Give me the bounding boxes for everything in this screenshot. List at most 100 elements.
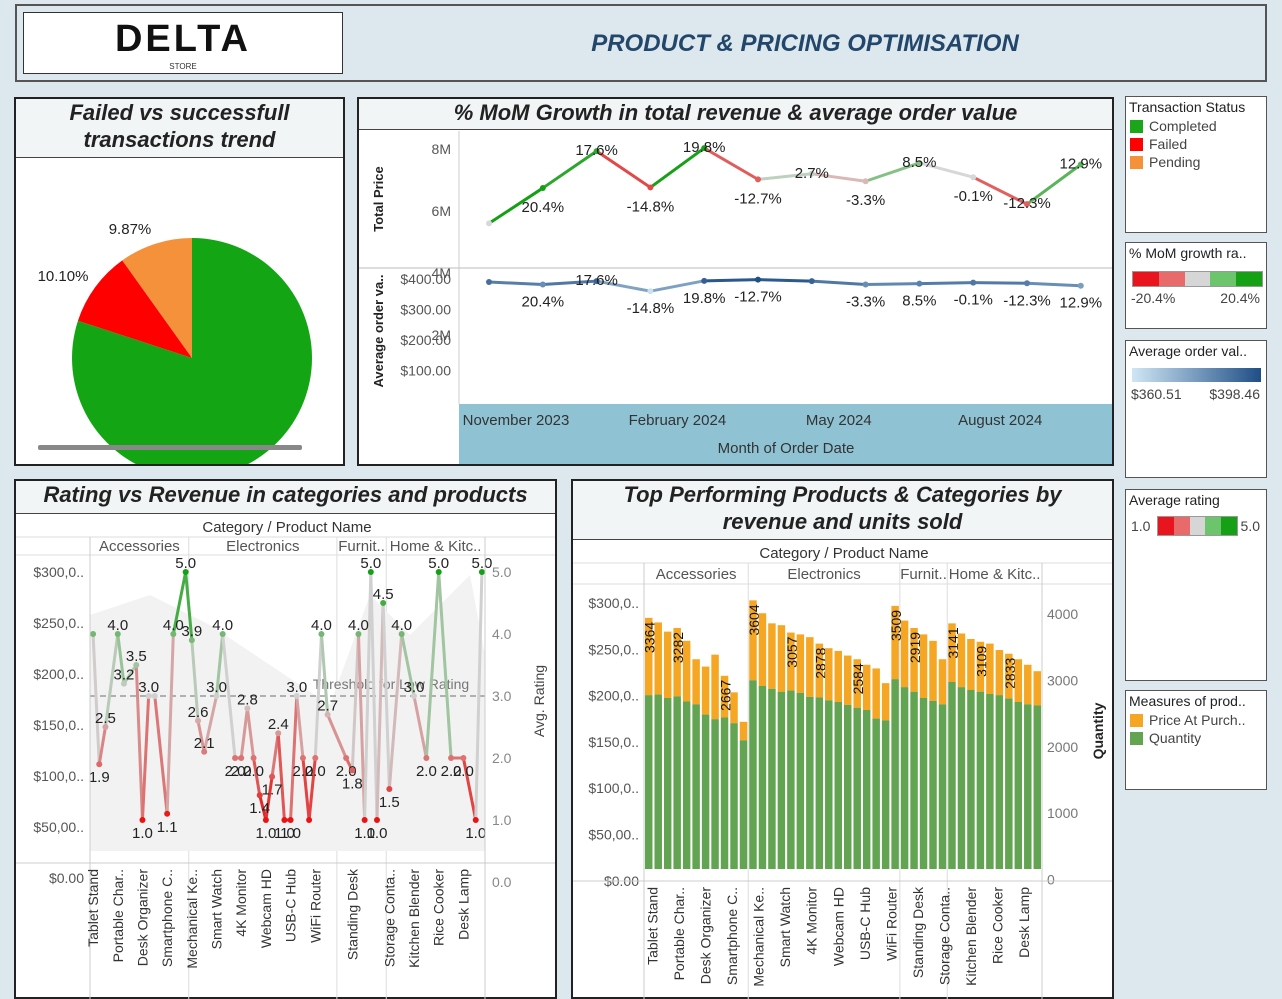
mom-top-point xyxy=(755,176,761,182)
rating-cat-label: Home & Kitc.. xyxy=(390,538,482,555)
rating-product-label: Desk Organizer xyxy=(134,869,150,967)
top-ytick: $50,00.. xyxy=(588,827,639,843)
quantity-bar xyxy=(844,705,851,869)
legend-rating-title: Average rating xyxy=(1126,490,1266,510)
mom-panel: % MoM Growth in total revenue & average … xyxy=(357,97,1114,466)
rating-point-label: 1.5 xyxy=(379,794,400,811)
legend-item-pending[interactable]: Pending xyxy=(1126,153,1266,171)
rating-ytick: $50,00.. xyxy=(33,819,84,835)
rating-y2tick: 3.0 xyxy=(492,688,512,704)
rating-point xyxy=(164,811,170,817)
rating-point xyxy=(238,755,244,761)
aov-color-ramp xyxy=(1132,368,1261,382)
top-y2tick: 0 xyxy=(1047,872,1055,888)
legend-item-failed[interactable]: Failed xyxy=(1126,135,1266,153)
top-product-label: Standing Desk xyxy=(910,886,926,978)
quantity-bar xyxy=(872,719,879,869)
mom-top-growth-label: -3.3% xyxy=(846,192,885,209)
legend-item-label: Pending xyxy=(1149,154,1200,170)
top-product-label: Storage Conta.. xyxy=(936,887,952,985)
quantity-bar xyxy=(692,704,699,869)
legend-item-quantity[interactable]: Quantity xyxy=(1126,729,1266,747)
rating-cat-label: Furnit.. xyxy=(338,538,385,555)
mom-top-growth-label: 19.8% xyxy=(683,139,726,156)
mom-bottom-ylabel: Average order va.. xyxy=(371,275,386,388)
legend-mom-max: 20.4% xyxy=(1220,290,1260,306)
quantity-bar xyxy=(891,679,898,869)
price-bar xyxy=(920,634,927,698)
mom-top-growth-label: 8.5% xyxy=(902,154,936,171)
quantity-bar xyxy=(702,715,709,869)
rating-product-label: Mechanical Ke.. xyxy=(184,869,200,969)
rating-point-label: 5.0 xyxy=(360,555,381,572)
legend-item-price[interactable]: Price At Purch.. xyxy=(1126,711,1266,729)
rating-y2tick: 1.0 xyxy=(492,812,512,828)
price-bar xyxy=(872,668,879,718)
top-ytick: $250,0.. xyxy=(588,641,639,657)
quantity-bar xyxy=(768,689,775,869)
mom-bottom-point xyxy=(916,281,922,287)
mom-xtick: August 2024 xyxy=(958,412,1042,429)
rating-point-label: 4.0 xyxy=(212,617,233,634)
rating-point xyxy=(460,755,466,761)
failed-swatch xyxy=(1130,138,1143,151)
logo-subtitle: STORE xyxy=(24,62,342,71)
rating-point-label: 1.0 xyxy=(367,825,388,842)
pie-scrollbar[interactable] xyxy=(38,445,302,450)
price-bar xyxy=(929,641,936,701)
rating-product-label: Smartphone C.. xyxy=(159,869,175,967)
rating-point-label: 1.0 xyxy=(465,825,486,842)
rating-product-label: 4K Monitor xyxy=(233,869,249,937)
top-cat-label: Electronics xyxy=(787,566,860,583)
rating-product-label: Webcam HD xyxy=(258,869,274,948)
mom-top-growth-label: -12.3% xyxy=(1003,195,1051,212)
rating-point-label: 1.7 xyxy=(262,782,283,799)
rating-point-label: 3.0 xyxy=(286,679,307,696)
rating-point-label: 4.5 xyxy=(373,586,394,603)
legend-item-label: Completed xyxy=(1149,118,1217,134)
rating-product-label: Smart Watch xyxy=(209,869,225,949)
mom-xtick: February 2024 xyxy=(629,412,727,429)
mom-bottom-point xyxy=(755,277,761,283)
mom-title: % MoM Growth in total revenue & average … xyxy=(359,99,1112,130)
quantity-bar xyxy=(958,687,965,869)
mom-xtick: May 2024 xyxy=(806,412,872,429)
mom-bottom-growth-label: -14.8% xyxy=(627,300,675,317)
mom-bottom-point xyxy=(970,280,976,286)
top-product-label: Smartphone C.. xyxy=(724,887,740,985)
top-title-line2: revenue and units sold xyxy=(573,508,1112,535)
price-bar xyxy=(683,641,690,702)
quantity-bar xyxy=(948,682,955,869)
price-bar xyxy=(939,659,946,704)
rating-point xyxy=(448,755,454,761)
top-product-label: Smart Watch xyxy=(777,887,793,967)
top-product-label: Desk Lamp xyxy=(1016,887,1032,958)
rating-point-label: 2.7 xyxy=(317,698,338,715)
top-chart: Category / Product NameAccessories Electr… xyxy=(573,541,1112,999)
rating-point xyxy=(251,755,257,761)
quantity-bar xyxy=(853,708,860,869)
quantity-bar xyxy=(759,686,766,869)
rating-point-label: 2.0 xyxy=(305,763,326,780)
top-product-label: WiFi Router xyxy=(883,887,899,961)
quantity-bar xyxy=(825,700,832,869)
legend-item-completed[interactable]: Completed xyxy=(1126,117,1266,135)
quantity-bar xyxy=(721,717,728,869)
rating-point-label: 4.0 xyxy=(348,617,369,634)
price-bar xyxy=(702,667,709,715)
legend-measures-title: Measures of prod.. xyxy=(1126,691,1266,711)
quantity-bar xyxy=(816,697,823,869)
price-bar xyxy=(825,648,832,700)
mom-bottom-growth-label: -12.3% xyxy=(1003,292,1051,309)
price-bar xyxy=(759,613,766,686)
top-cat-label: Furnit.. xyxy=(900,566,947,583)
top-product-label: Mechanical Ke.. xyxy=(751,887,767,987)
rating-product-label: Kitchen Blender xyxy=(406,869,422,968)
quantity-bar xyxy=(910,692,917,869)
legend-avg-rating: Average rating 1.0 5.0 xyxy=(1125,489,1267,681)
rating-point-label: 2.8 xyxy=(237,691,258,708)
rating-point-label: 5.0 xyxy=(175,555,196,572)
top-title-line1: Top Performing Products & Categories by xyxy=(573,481,1112,508)
top-cat-label: Accessories xyxy=(656,566,737,583)
rating-point xyxy=(263,817,269,823)
